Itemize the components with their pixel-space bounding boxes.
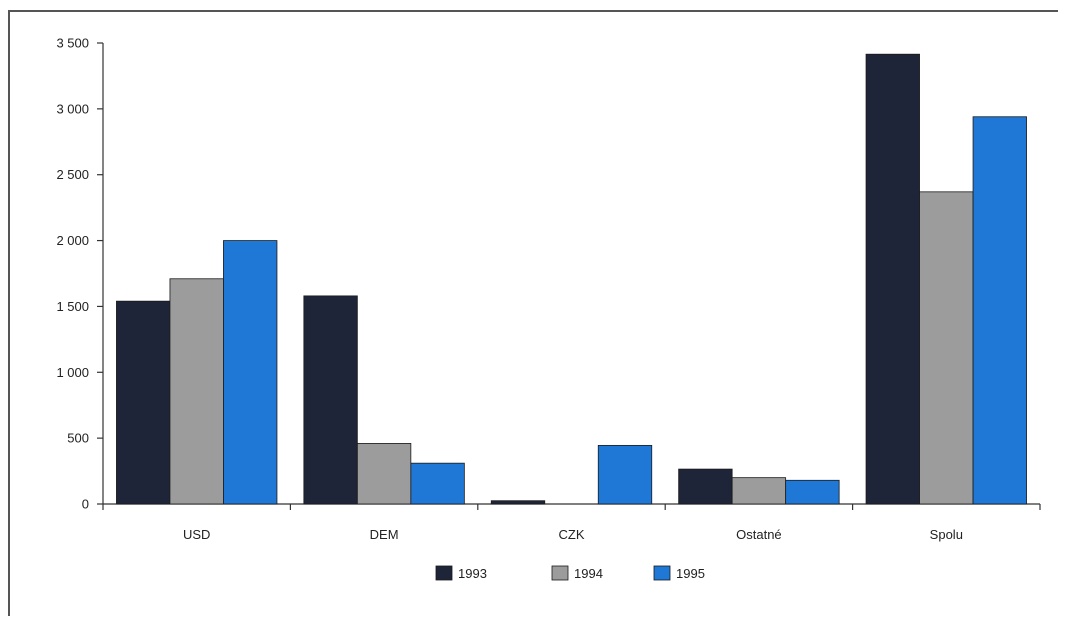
bar-czk-1993: [491, 501, 545, 504]
bar-usd-1995: [223, 241, 277, 504]
x-tick-label: Ostatné: [736, 527, 782, 542]
y-tick-label: 500: [67, 431, 89, 446]
bar-ostatné-1993: [679, 469, 733, 504]
y-tick-label: 3 000: [56, 101, 89, 116]
bar-ostatné-1995: [786, 480, 840, 504]
y-tick-label: 0: [82, 497, 89, 512]
legend-swatch-1994: [552, 566, 568, 580]
x-tick-label: USD: [183, 527, 210, 542]
bar-spolu-1993: [866, 54, 920, 504]
y-tick-label: 3 500: [56, 36, 89, 51]
x-tick-label: DEM: [370, 527, 399, 542]
legend-label-1995: 1995: [676, 566, 705, 581]
bar-czk-1995: [598, 445, 652, 504]
bars: [116, 54, 1026, 504]
bar-ostatné-1994: [732, 478, 786, 504]
x-tick-label: CZK: [559, 527, 585, 542]
y-tick-label: 2 500: [56, 167, 89, 182]
y-tick-label: 1 000: [56, 365, 89, 380]
legend-label-1994: 1994: [574, 566, 603, 581]
legend: 1993 1994 1995: [436, 566, 705, 581]
y-tick-label: 2 000: [56, 233, 89, 248]
legend-label-1993: 1993: [458, 566, 487, 581]
y-tick-label: 1 500: [56, 299, 89, 314]
bar-usd-1993: [116, 301, 170, 504]
bar-spolu-1995: [973, 117, 1027, 504]
bar-usd-1994: [170, 279, 224, 504]
x-tick-label: Spolu: [930, 527, 963, 542]
legend-swatch-1995: [654, 566, 670, 580]
bar-dem-1993: [304, 296, 358, 504]
bar-dem-1994: [357, 443, 411, 504]
bar-dem-1995: [411, 463, 465, 504]
y-axis: 0 500 1 000 1 500 2 000 2 500 3 000 3 500: [56, 36, 103, 512]
legend-swatch-1993: [436, 566, 452, 580]
bar-spolu-1994: [920, 192, 974, 504]
x-axis: USD DEM CZK Ostatné Spolu: [103, 504, 1040, 542]
